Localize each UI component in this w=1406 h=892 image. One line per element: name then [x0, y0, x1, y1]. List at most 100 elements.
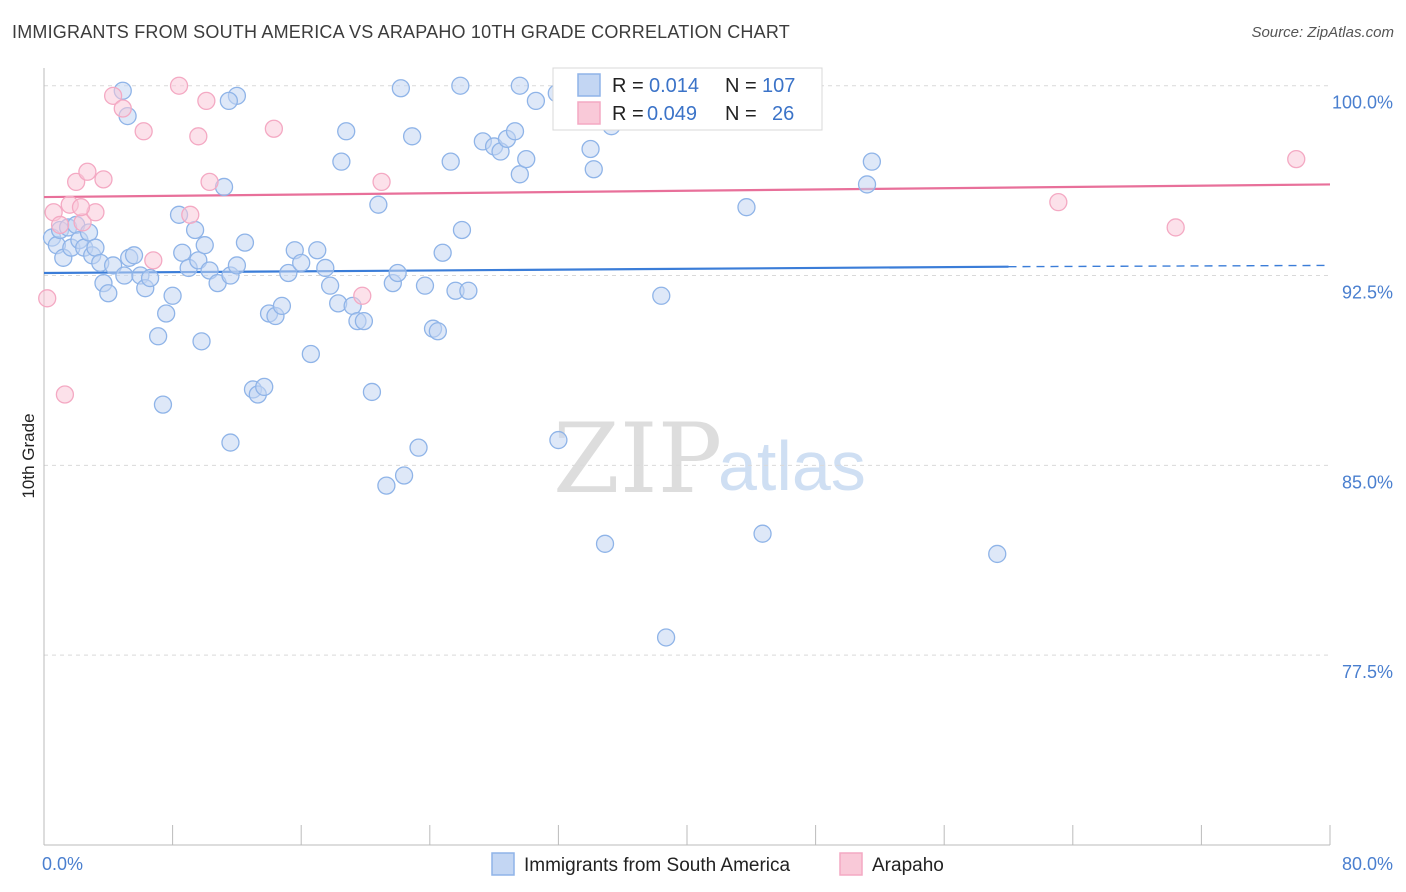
- point-south-america-62: [415, 276, 435, 295]
- point-south-america-47: [320, 276, 340, 295]
- bottom-legend-label-blue: Immigrants from South America: [524, 855, 791, 876]
- point-south-america-87: [652, 286, 671, 305]
- source-credit: Source: ZipAtlas.com: [1251, 24, 1394, 41]
- point-arapaho-16: [189, 127, 208, 146]
- point-south-america-76: [517, 149, 536, 169]
- point-arapaho-14: [169, 76, 189, 95]
- point-south-america-59: [394, 466, 414, 485]
- point-south-america-89: [737, 198, 756, 217]
- point-arapaho-25: [71, 198, 91, 217]
- point-south-america-77: [526, 91, 546, 111]
- point-arapaho-19: [264, 119, 284, 138]
- point-south-america-79: [549, 430, 568, 450]
- point-arapaho-9: [94, 170, 113, 189]
- point-arapaho-2: [50, 215, 70, 235]
- legend-r-value-2: 0.049: [647, 103, 697, 125]
- x-tick-label-1: 80.0%: [1342, 854, 1393, 874]
- point-south-america-16: [115, 266, 134, 285]
- point-south-america-96: [451, 76, 470, 95]
- point-south-america-43: [292, 253, 311, 273]
- point-arapaho-11: [113, 99, 132, 118]
- point-south-america-95: [391, 79, 411, 98]
- bottom-legend-swatch-blue: [491, 852, 515, 876]
- point-arapaho-24: [1287, 149, 1306, 169]
- trend-line-dashed-0: [1008, 264, 1331, 268]
- bottom-legend: Immigrants from South America Arapaho: [491, 852, 944, 876]
- point-south-america-46: [316, 258, 335, 278]
- point-arapaho-20: [353, 286, 372, 305]
- legend-n-value-2: 26: [772, 103, 794, 125]
- point-south-america-104: [153, 395, 173, 414]
- legend-n-label-1: N =: [725, 75, 757, 97]
- point-south-america-14: [99, 284, 118, 303]
- y-tick-label-3: 77.5%: [1342, 662, 1393, 682]
- point-south-america-75: [510, 165, 529, 184]
- point-south-america-11: [86, 238, 105, 257]
- point-arapaho-7: [78, 162, 97, 181]
- legend-r-value-1: 0.014: [649, 75, 699, 97]
- point-south-america-49: [332, 152, 351, 171]
- point-arapaho-18: [200, 172, 219, 192]
- point-south-america-103: [255, 377, 274, 397]
- point-south-america-44: [301, 344, 320, 364]
- point-south-america-100: [219, 91, 239, 111]
- point-south-america-40: [272, 296, 292, 316]
- point-south-america-25: [173, 243, 192, 262]
- point-south-america-64: [428, 322, 447, 341]
- legend-n-label-2: N =: [725, 103, 757, 125]
- bottom-legend-label-pink: Arapaho: [872, 855, 944, 876]
- point-arapaho-17: [197, 91, 216, 111]
- legend-r-label-2: R =: [612, 103, 644, 125]
- legend-swatch-pink: [577, 101, 601, 125]
- point-south-america-69: [459, 281, 478, 300]
- point-south-america-35: [235, 233, 255, 252]
- trend-line-1: [43, 183, 1331, 199]
- point-arapaho-21: [372, 172, 391, 192]
- point-south-america-34: [227, 256, 247, 275]
- point-arapaho-12: [134, 122, 153, 141]
- point-south-america-94: [988, 544, 1007, 564]
- point-south-america-56: [377, 476, 396, 495]
- y-tick-label-1: 92.5%: [1342, 283, 1393, 303]
- point-south-america-105: [192, 332, 211, 351]
- point-south-america-45: [308, 241, 327, 260]
- point-south-america-58: [388, 263, 407, 283]
- top-legend: R = 0.014 N = 107 R = 0.049 N = 26: [552, 67, 823, 131]
- point-south-america-23: [157, 304, 176, 323]
- point-arapaho-3: [55, 385, 75, 404]
- watermark-atlas: atlas: [718, 427, 866, 505]
- point-south-america-60: [402, 127, 422, 146]
- point-south-america-24: [163, 286, 182, 305]
- point-south-america-53: [354, 311, 374, 331]
- point-south-america-90: [753, 524, 772, 543]
- point-south-america-82: [584, 160, 603, 179]
- point-south-america-65: [433, 243, 452, 262]
- legend-swatch-blue: [577, 73, 601, 97]
- point-south-america-22: [148, 327, 168, 346]
- x-tick-label-0: 0.0%: [42, 854, 83, 874]
- y-tick-label-0: 100.0%: [1332, 93, 1393, 113]
- point-arapaho-22: [1049, 192, 1068, 212]
- point-south-america-18: [124, 246, 144, 265]
- point-arapaho-10: [103, 86, 123, 105]
- point-south-america-97: [510, 76, 529, 95]
- y-axis-label: 10th Grade: [19, 413, 38, 498]
- y-tick-label-2: 85.0%: [1342, 472, 1393, 492]
- point-south-america-50: [337, 122, 356, 141]
- point-south-america-88: [656, 628, 676, 647]
- point-south-america-61: [409, 438, 428, 457]
- watermark-zip: ZIP: [553, 403, 722, 515]
- legend-r-label-1: R =: [612, 75, 644, 97]
- point-south-america-81: [581, 139, 600, 159]
- point-arapaho-0: [38, 289, 57, 308]
- point-arapaho-15: [181, 205, 200, 224]
- point-south-america-55: [369, 195, 388, 214]
- point-south-america-83: [595, 534, 615, 553]
- bottom-legend-swatch-pink: [839, 852, 863, 876]
- point-south-america-74: [505, 122, 525, 141]
- point-south-america-106: [221, 433, 240, 452]
- legend-n-value-1: 107: [762, 75, 795, 97]
- point-south-america-66: [441, 152, 460, 171]
- point-south-america-41: [279, 263, 298, 283]
